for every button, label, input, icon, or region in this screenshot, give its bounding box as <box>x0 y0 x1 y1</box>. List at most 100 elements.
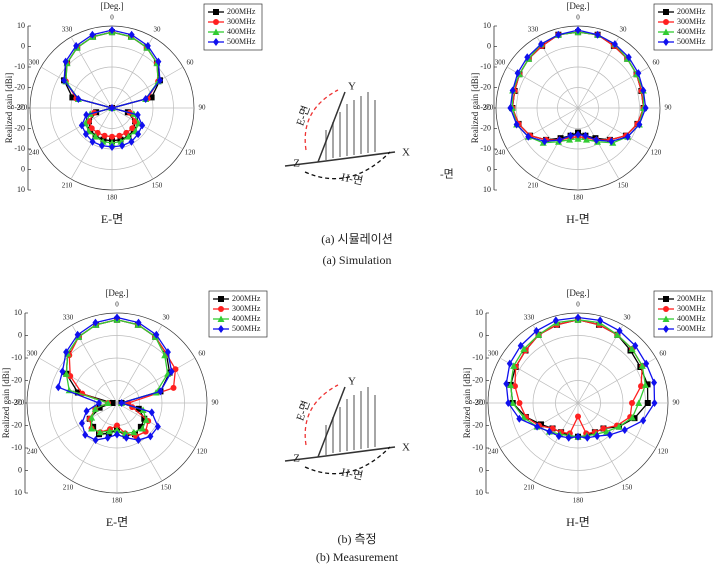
y-tick-label: 10 <box>17 21 25 30</box>
axis-label: X <box>402 442 410 454</box>
y-tick-label: 0 <box>18 330 22 339</box>
x-label: E-면 <box>106 515 128 529</box>
axis-label: Z <box>293 453 300 465</box>
y-tick-label: -20 <box>472 375 483 384</box>
data-point <box>113 426 121 433</box>
array-bars <box>325 92 376 160</box>
angle-label: 0 <box>115 301 119 309</box>
legend-marker <box>212 28 220 35</box>
x-axis <box>317 151 396 163</box>
polar-chart: [Deg.] H-면 Realized gain [dBi] 10 10 0 0 -10 -10… <box>470 1 713 226</box>
data-point <box>509 86 516 95</box>
axis-label: Z <box>293 158 300 170</box>
angle-label: 210 <box>524 483 535 491</box>
data-point <box>92 318 99 327</box>
data-point <box>582 136 590 143</box>
legend-marker <box>213 38 219 46</box>
y-tick-label: 10 <box>475 308 483 317</box>
angle-label: 0 <box>576 14 580 22</box>
y-tick-label: 10 <box>483 185 491 194</box>
legend-marker <box>663 296 669 302</box>
data-point <box>597 316 604 325</box>
data-point <box>74 330 81 339</box>
data-point <box>118 399 125 407</box>
data-point <box>144 41 151 50</box>
data-point <box>567 131 574 140</box>
data-point <box>141 415 148 422</box>
data-point <box>643 359 650 368</box>
grid-spoke <box>40 107 113 150</box>
data-point <box>148 94 155 101</box>
data-point <box>73 41 80 50</box>
y-tick-label: 10 <box>475 488 483 497</box>
grid-spoke <box>532 402 579 482</box>
data-point <box>575 413 581 420</box>
data-point <box>600 425 607 432</box>
legend-marker <box>663 19 669 25</box>
data-point <box>593 135 600 144</box>
grid-spoke <box>38 357 118 404</box>
data-point <box>83 407 90 416</box>
data-point <box>535 331 543 338</box>
data-point <box>509 399 517 406</box>
angle-label: 90 <box>199 104 207 112</box>
y-tick-label: -10 <box>14 144 25 153</box>
data-point <box>644 381 651 388</box>
data-point <box>135 130 142 139</box>
legend-label: 200MHz <box>232 294 261 303</box>
angle-label: 60 <box>652 59 660 67</box>
data-point <box>82 430 89 439</box>
e-arc <box>304 89 339 151</box>
angle-label: 120 <box>197 448 208 456</box>
data-point <box>108 139 116 146</box>
angle-label: 330 <box>528 26 539 34</box>
data-point <box>62 370 70 377</box>
angle-label: 30 <box>154 26 162 34</box>
data-point <box>565 433 572 442</box>
polar-chart: [Deg.] E-면 Realized gain [dBi] 10 10 0 0 -10 -10… <box>1 288 268 529</box>
angle-label: 30 <box>163 314 171 322</box>
chart-title: [Deg.] <box>566 1 589 11</box>
angle-label: 90 <box>665 104 673 112</box>
legend-marker <box>218 296 224 302</box>
data-point <box>584 433 591 442</box>
angle-label: 180 <box>573 497 584 505</box>
y-axis <box>317 91 346 163</box>
data-point <box>507 104 514 112</box>
legend-marker <box>213 9 219 15</box>
z-axis <box>284 161 319 167</box>
angle-label: 120 <box>185 149 196 157</box>
data-point <box>89 30 96 39</box>
data-point <box>88 414 96 421</box>
y-tick-label: -10 <box>472 353 483 362</box>
data-point <box>59 367 66 376</box>
angle-label: 150 <box>618 182 629 190</box>
legend-label: 200MHz <box>227 7 256 16</box>
angle-label: 180 <box>107 194 118 202</box>
legend-label: 300MHz <box>677 304 706 313</box>
y-tick-label: -10 <box>11 353 22 362</box>
coordinate-diagram: E-면 H-면 X Y Z <box>284 376 410 483</box>
legend-label: 400MHz <box>227 27 256 36</box>
y-tick-label: 10 <box>483 21 491 30</box>
data-point <box>147 432 154 441</box>
data-point <box>82 130 89 139</box>
y-label: Realized gain [dBi] <box>4 73 14 143</box>
data-point <box>641 381 649 388</box>
data-point <box>88 125 95 132</box>
data-point <box>134 110 141 119</box>
data-point <box>168 367 175 376</box>
angle-label: 300 <box>488 350 499 358</box>
data-point <box>516 414 523 423</box>
x-label: H-면 <box>566 212 590 226</box>
data-point <box>114 430 120 439</box>
data-point <box>608 137 615 146</box>
data-point <box>96 404 103 411</box>
data-point <box>534 422 541 431</box>
data-point <box>109 26 115 35</box>
data-point <box>135 318 142 327</box>
y-tick-label: -20 <box>14 123 25 132</box>
angle-label: 120 <box>658 448 669 456</box>
angle-label: 0 <box>576 301 580 309</box>
data-point <box>157 387 164 396</box>
